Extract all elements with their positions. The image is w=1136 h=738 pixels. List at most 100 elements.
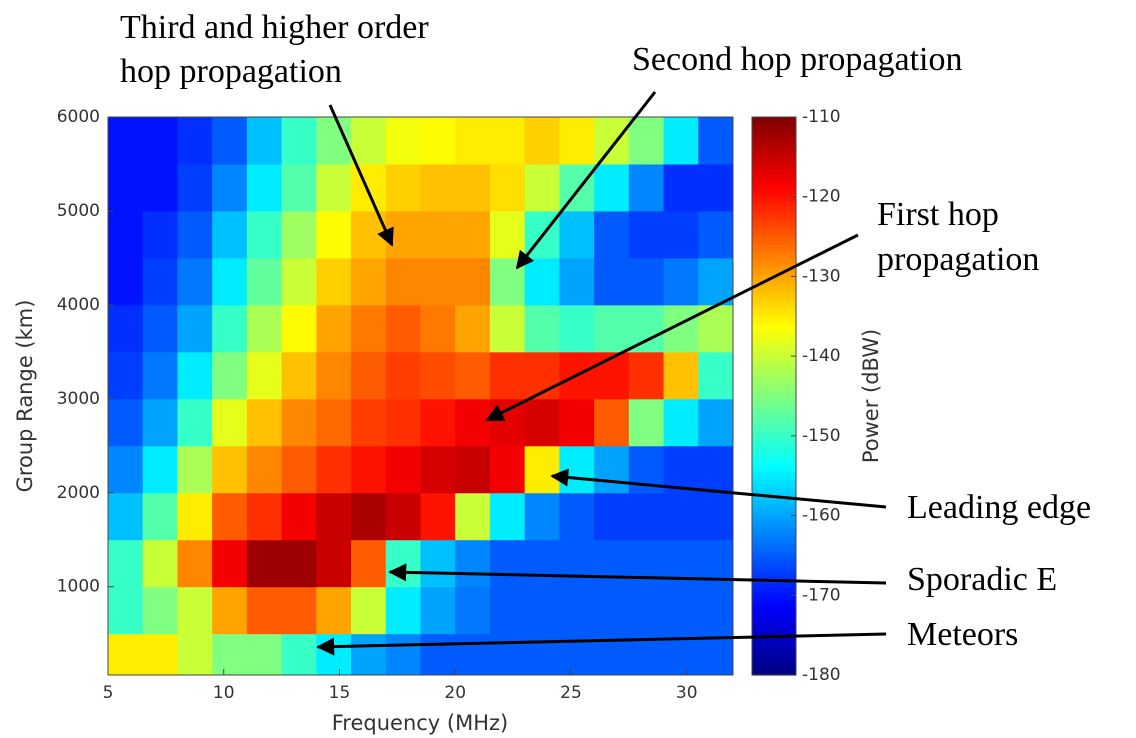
heatmap-cell [455, 117, 491, 165]
heatmap-cell [594, 210, 630, 259]
colorbar-step [752, 415, 796, 421]
heatmap-cell [455, 633, 491, 676]
heatmap-cell [559, 398, 595, 447]
colorbar-step [752, 659, 796, 664]
colorbar-tick-label: -130 [802, 266, 841, 286]
heatmap-cell [212, 586, 248, 635]
heatmap-cell [281, 210, 317, 259]
colorbar-tick-label: -140 [802, 346, 841, 366]
colorbar-step [752, 132, 796, 138]
heatmap-cell [385, 210, 421, 259]
colorbar-step [752, 388, 796, 393]
colorbar-step [752, 392, 796, 397]
heatmap-cell [281, 539, 317, 588]
heatmap-cell [316, 492, 352, 541]
heatmap-cell [455, 257, 491, 306]
colorbar-label: Power (dBW) [859, 329, 883, 463]
colorbar-step [752, 364, 796, 369]
heatmap-cell [489, 210, 526, 259]
heatmap-cell [385, 633, 421, 676]
heatmap-cell [455, 351, 491, 400]
x-axis-label: Frequency (MHz) [332, 711, 508, 735]
heatmap-cell [212, 445, 248, 494]
colorbar-step [752, 288, 796, 293]
heatmap-cell [663, 117, 699, 165]
heatmap-cell [177, 633, 213, 676]
heatmap-cell [489, 117, 526, 165]
heatmap-cell [281, 445, 317, 494]
colorbar-step [752, 212, 796, 218]
colorbar-step [752, 320, 796, 325]
colorbar-step [752, 372, 796, 377]
heatmap-cell [663, 492, 699, 541]
heatmap-cell [142, 351, 178, 400]
heatmap-cell [316, 257, 352, 306]
heatmap-cell [351, 492, 387, 541]
heatmap-cell [594, 539, 630, 588]
colorbar-step [752, 499, 796, 505]
annotation-text: hop propagation [120, 53, 342, 90]
heatmap-cell [177, 257, 213, 306]
heatmap-cell [455, 492, 491, 541]
colorbar-step [752, 352, 796, 357]
heatmap-cell [559, 304, 595, 353]
heatmap-cell [177, 539, 213, 588]
heatmap-cell [246, 304, 283, 353]
heatmap-cell [663, 210, 699, 259]
colorbar-step [752, 407, 796, 413]
heatmap-cell [316, 445, 352, 494]
colorbar-step [752, 120, 796, 126]
heatmap-cell [420, 210, 456, 259]
heatmap-cell [455, 398, 491, 447]
colorbar-step [752, 216, 796, 222]
annotation-text: Leading edge [907, 489, 1091, 526]
colorbar-step [752, 208, 796, 214]
colorbar-step [752, 651, 796, 656]
colorbar-step [752, 539, 796, 545]
heatmap-cell [698, 257, 734, 306]
annotation-arrow [328, 104, 394, 247]
heatmap-cell [698, 586, 734, 635]
colorbar-step [752, 527, 796, 533]
heatmap-cell [489, 351, 526, 400]
heatmap-cell [524, 539, 560, 588]
heatmap-cell [455, 304, 491, 353]
heatmap-cell [559, 210, 595, 259]
colorbar-tick-label: -120 [802, 187, 841, 207]
colorbar-step [752, 403, 796, 409]
heatmap-cell [455, 445, 491, 494]
colorbar-step [752, 124, 796, 130]
heatmap-cell [351, 257, 387, 306]
heatmap-cell [246, 633, 283, 676]
heatmap-cell [524, 257, 560, 306]
heatmap-cell [698, 351, 734, 400]
heatmap-cell [212, 304, 248, 353]
x-tick-label: 5 [103, 683, 114, 703]
heatmap-cell [142, 539, 178, 588]
colorbar-step [752, 248, 796, 254]
colorbar-step [752, 455, 796, 461]
colorbar-step [752, 447, 796, 453]
y-tick-label: 5000 [57, 201, 100, 221]
heatmap-cell [524, 633, 560, 676]
heatmap-cell [108, 210, 144, 259]
colorbar-step [752, 671, 796, 676]
heatmap-cell [663, 633, 699, 676]
heatmap-cell [281, 398, 317, 447]
colorbar-tick-label: -110 [802, 107, 841, 127]
heatmap-cell [698, 492, 734, 541]
heatmap-cell [142, 257, 178, 306]
heatmap-cell [420, 492, 456, 541]
colorbar-step [752, 627, 796, 632]
heatmap-cell [489, 492, 526, 541]
heatmap-cell [489, 304, 526, 353]
colorbar-step [752, 376, 796, 381]
colorbar-step [752, 184, 796, 190]
colorbar-step [752, 200, 796, 206]
colorbar-step [752, 567, 796, 572]
heatmap-cell [628, 351, 665, 400]
colorbar-step [752, 144, 796, 150]
annotation-arrow [515, 91, 657, 270]
heatmap-cell [212, 210, 248, 259]
